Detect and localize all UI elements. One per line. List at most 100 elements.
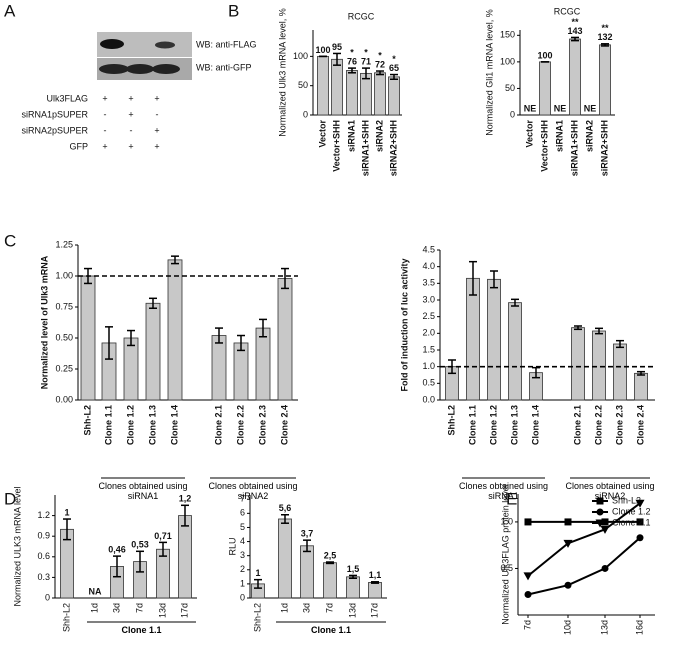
y-tick-label: 100	[500, 56, 515, 66]
y-tick-label: 0.0	[422, 394, 435, 404]
y-tick-label: 0.6	[37, 551, 50, 561]
group-label: Clones obtained using siRNA1	[98, 481, 188, 501]
row-mark: -	[130, 125, 133, 135]
error-bar	[254, 578, 262, 589]
marker	[636, 518, 644, 526]
marker	[596, 508, 604, 516]
row-label: siRNA2pSUPER	[21, 125, 88, 135]
legend-label: Clone 1.2	[612, 506, 651, 516]
data-label: NA	[89, 586, 102, 596]
x-tick-label: 13d	[347, 603, 357, 618]
y-tick-label: 0	[303, 109, 308, 119]
bar	[388, 76, 400, 116]
marker	[563, 539, 573, 548]
y-tick-label: 0.25	[55, 363, 73, 373]
group-label-box: Clones obtained using siRNA1	[458, 481, 549, 501]
data-label: 76	[347, 56, 357, 66]
x-tick-label: Shh-L2	[61, 603, 71, 632]
band	[155, 41, 175, 49]
significance: **	[601, 23, 609, 33]
bar	[123, 337, 139, 401]
marker	[600, 525, 610, 534]
x-tick-label: siRNA2+SHH	[388, 120, 398, 176]
y-tick-label: 4.5	[422, 244, 435, 254]
group-label-box: Clones obtained using siRNA1	[98, 481, 188, 501]
y-axis-label: RLU	[227, 537, 237, 555]
x-tick-label: Clone 1.1	[103, 405, 113, 445]
bar	[167, 259, 183, 401]
bar	[145, 302, 161, 401]
data-label: 1	[255, 568, 260, 578]
error-bar	[616, 339, 624, 349]
marker	[524, 591, 532, 599]
group-label-box: Clone 1.1	[121, 625, 161, 635]
data-label: 72	[375, 59, 385, 69]
marker	[636, 534, 644, 542]
significance: *	[392, 54, 396, 64]
data-label: 1,5	[347, 564, 360, 574]
y-tick-label: 5	[240, 522, 245, 532]
error-bar	[376, 70, 384, 76]
x-tick-label: Shh-L2	[446, 405, 456, 436]
x-tick-label: 13d	[599, 620, 609, 635]
y-tick-label: 3	[240, 550, 245, 560]
x-tick-label: siRNA2	[374, 120, 384, 152]
band	[152, 64, 180, 74]
x-tick-label: Clone 1.2	[488, 405, 498, 445]
y-tick-label: 100	[293, 51, 308, 61]
y-tick-label: 0.50	[55, 332, 73, 342]
y-tick-label: 1.5	[422, 344, 435, 354]
bar	[278, 518, 292, 599]
y-tick-label: 4	[240, 536, 245, 546]
y-axis-label: Normalized Ulk3FLAG protein level	[500, 484, 510, 625]
y-tick-label: 0.5	[500, 563, 513, 573]
x-tick-label: Clone 1.2	[125, 405, 135, 445]
series-line	[527, 536, 641, 596]
row-mark: -	[104, 125, 107, 135]
error-bar	[637, 370, 645, 376]
bar	[178, 515, 192, 599]
y-axis-label: Normalized level of Ulk3 mRNA	[39, 255, 49, 389]
bar	[571, 327, 585, 401]
bar	[300, 545, 314, 599]
x-tick-label: Vector+SHH	[539, 120, 549, 172]
bar	[508, 302, 522, 401]
x-tick-label: Clone 2.4	[279, 405, 289, 445]
x-tick-label: 16d	[634, 620, 644, 635]
error-bar	[171, 255, 179, 265]
marker	[524, 518, 532, 526]
data-label: 95	[332, 42, 342, 52]
legend-label: Shh-L2	[612, 495, 641, 505]
y-tick-label: 2	[240, 564, 245, 574]
row-mark: -	[104, 109, 107, 119]
x-tick-label: Clone 2.3	[257, 405, 267, 445]
bar	[374, 72, 386, 116]
group-label: Clones obtained using siRNA1	[458, 481, 549, 501]
x-tick-label: 1d	[89, 603, 99, 613]
error-bar	[390, 73, 398, 80]
data-label: 143	[567, 26, 582, 36]
x-tick-label: Vector	[524, 120, 534, 148]
error-bar	[303, 539, 311, 553]
x-tick-label: 3d	[301, 603, 311, 613]
row-mark: +	[154, 141, 159, 151]
x-tick-label: 10d	[562, 620, 572, 635]
chart-title: RCGC	[554, 6, 581, 16]
y-axis-label: Normalized Gli1 mRNA level, %	[484, 9, 494, 136]
data-label: NE	[524, 103, 537, 113]
bar	[323, 562, 337, 599]
data-label: 100	[537, 50, 552, 60]
error-bar	[105, 326, 113, 360]
x-tick-label: Vector	[317, 120, 327, 148]
x-tick-label: siRNA1	[554, 120, 564, 152]
x-tick-label: Clone 2.2	[593, 405, 603, 445]
x-tick-label: 13d	[157, 603, 167, 618]
bar	[539, 61, 551, 116]
error-bar	[159, 541, 167, 557]
row-mark: +	[102, 141, 107, 151]
y-tick-label: 1.0	[500, 516, 513, 526]
y-tick-label: 0.75	[55, 301, 73, 311]
bar	[346, 70, 358, 116]
error-bar	[571, 36, 579, 42]
panel-label: C	[4, 231, 16, 250]
